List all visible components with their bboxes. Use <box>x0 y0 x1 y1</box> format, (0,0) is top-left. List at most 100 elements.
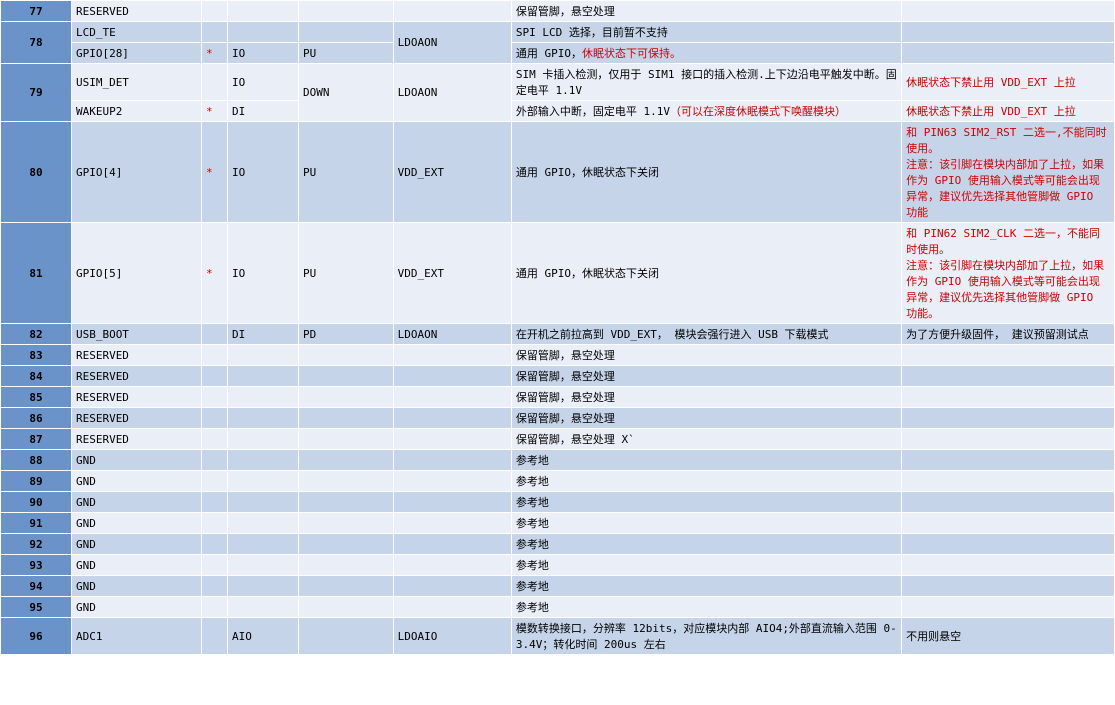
pin-number: 77 <box>1 1 72 22</box>
pin-name: GND <box>71 513 201 534</box>
pin-number: 96 <box>1 618 72 655</box>
pin-desc: 参考地 <box>511 492 901 513</box>
pin-desc: 保留管脚，悬空处理 <box>511 387 901 408</box>
table-row: 77RESERVED保留管脚，悬空处理 <box>1 1 1115 22</box>
pin-number: 93 <box>1 555 72 576</box>
pin-desc: 参考地 <box>511 555 901 576</box>
pin-pupd <box>299 1 394 22</box>
pin-star <box>202 555 228 576</box>
pin-desc: 模数转换接口，分辨率 12bits，对应模块内部 AIO4;外部直流输入范围 0… <box>511 618 901 655</box>
table-row: 79USIM_DETIODOWNLDOAONSIM 卡插入检测，仅用于 SIM1… <box>1 64 1115 101</box>
table-row: 81GPIO[5]*IOPUVDD_EXT通用 GPIO，休眠状态下关闭和 PI… <box>1 223 1115 324</box>
pin-domain <box>393 1 511 22</box>
pin-domain <box>393 492 511 513</box>
pin-table: 77RESERVED保留管脚，悬空处理78LCD_TELDOAONSPI LCD… <box>0 0 1115 655</box>
pin-star <box>202 576 228 597</box>
pin-io <box>228 1 299 22</box>
pin-note <box>902 450 1115 471</box>
pin-note <box>902 1 1115 22</box>
pin-name: RESERVED <box>71 387 201 408</box>
pin-name: GPIO[5] <box>71 223 201 324</box>
pin-note <box>902 387 1115 408</box>
pin-desc: 外部输入中断，固定电平 1.1V（可以在深度休眠模式下唤醒模块） <box>511 101 901 122</box>
pin-star <box>202 618 228 655</box>
pin-pupd <box>299 597 394 618</box>
pin-name: RESERVED <box>71 366 201 387</box>
pin-domain <box>393 450 511 471</box>
pin-io <box>228 492 299 513</box>
pin-pupd <box>299 345 394 366</box>
pin-star <box>202 387 228 408</box>
pin-note <box>902 597 1115 618</box>
pin-desc: 保留管脚，悬空处理 <box>511 345 901 366</box>
pin-name: USB_BOOT <box>71 324 201 345</box>
table-row: 88GND参考地 <box>1 450 1115 471</box>
table-row: 86RESERVED保留管脚，悬空处理 <box>1 408 1115 429</box>
table-row: 93GND参考地 <box>1 555 1115 576</box>
pin-pupd: PU <box>299 43 394 64</box>
pin-name: GND <box>71 450 201 471</box>
pin-io <box>228 513 299 534</box>
pin-number: 79 <box>1 64 72 122</box>
pin-star <box>202 450 228 471</box>
pin-pupd <box>299 618 394 655</box>
pin-note: 和 PIN62 SIM2_CLK 二选一，不能同时使用。注意：该引脚在模块内部加… <box>902 223 1115 324</box>
pin-domain: LDOAON <box>393 22 511 64</box>
pin-star <box>202 513 228 534</box>
table-row: 78LCD_TELDOAONSPI LCD 选择，目前暂不支持 <box>1 22 1115 43</box>
pin-pupd: PD <box>299 324 394 345</box>
table-row: 94GND参考地 <box>1 576 1115 597</box>
pin-desc: 参考地 <box>511 450 901 471</box>
pin-pupd <box>299 429 394 450</box>
pin-star <box>202 366 228 387</box>
pin-io: IO <box>228 43 299 64</box>
pin-io <box>228 345 299 366</box>
pin-star <box>202 597 228 618</box>
pin-pupd <box>299 22 394 43</box>
pin-name: RESERVED <box>71 408 201 429</box>
pin-domain <box>393 429 511 450</box>
pin-io: IO <box>228 223 299 324</box>
pin-note: 和 PIN63 SIM2_RST 二选一,不能同时使用。注意：该引脚在模块内部加… <box>902 122 1115 223</box>
pin-domain: LDOAON <box>393 64 511 122</box>
pin-domain <box>393 345 511 366</box>
pin-name: ADC1 <box>71 618 201 655</box>
pin-pupd <box>299 513 394 534</box>
pin-star <box>202 64 228 101</box>
pin-name: GND <box>71 576 201 597</box>
pin-io <box>228 366 299 387</box>
pin-star <box>202 408 228 429</box>
pin-name: LCD_TE <box>71 22 201 43</box>
pin-note <box>902 43 1115 64</box>
pin-io <box>228 429 299 450</box>
pin-name: GPIO[4] <box>71 122 201 223</box>
pin-domain <box>393 534 511 555</box>
pin-name: USIM_DET <box>71 64 201 101</box>
pin-note <box>902 576 1115 597</box>
pin-star <box>202 1 228 22</box>
pin-number: 94 <box>1 576 72 597</box>
pin-io: IO <box>228 64 299 101</box>
table-row: 84RESERVED保留管脚，悬空处理 <box>1 366 1115 387</box>
pin-name: GND <box>71 534 201 555</box>
pin-name: GND <box>71 597 201 618</box>
pin-desc: 参考地 <box>511 513 901 534</box>
pin-note: 休眠状态下禁止用 VDD_EXT 上拉 <box>902 64 1115 101</box>
pin-pupd <box>299 576 394 597</box>
pin-note <box>902 534 1115 555</box>
pin-desc: SPI LCD 选择，目前暂不支持 <box>511 22 901 43</box>
pin-star <box>202 345 228 366</box>
pin-number: 78 <box>1 22 72 64</box>
pin-desc: 在开机之前拉高到 VDD_EXT， 模块会强行进入 USB 下载模式 <box>511 324 901 345</box>
pin-star <box>202 324 228 345</box>
pin-domain <box>393 597 511 618</box>
pin-note <box>902 366 1115 387</box>
table-row: 80GPIO[4]*IOPUVDD_EXT通用 GPIO，休眠状态下关闭和 PI… <box>1 122 1115 223</box>
table-row: 83RESERVED保留管脚，悬空处理 <box>1 345 1115 366</box>
pin-number: 95 <box>1 597 72 618</box>
pin-pupd <box>299 555 394 576</box>
pin-name: RESERVED <box>71 1 201 22</box>
pin-pupd <box>299 366 394 387</box>
pin-desc: 通用 GPIO，休眠状态下关闭 <box>511 223 901 324</box>
pin-pupd: PU <box>299 122 394 223</box>
